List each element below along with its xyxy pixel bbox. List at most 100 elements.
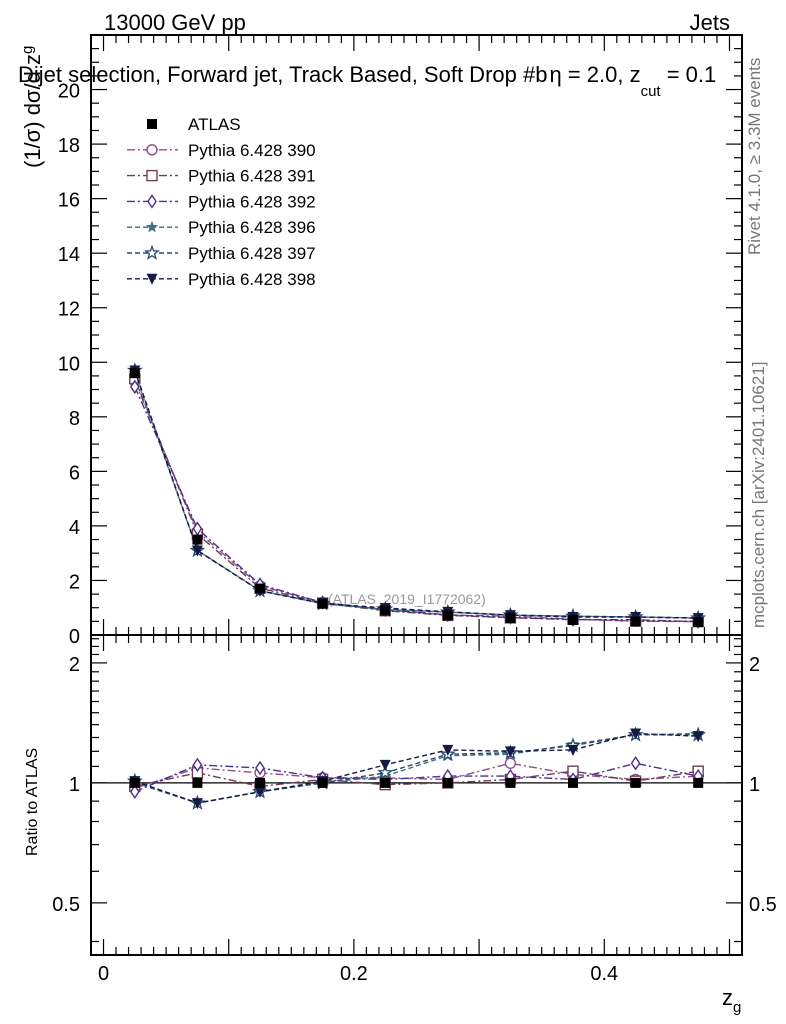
- data-point-atlas: [505, 613, 516, 624]
- series-pythia-6-428-390: [129, 375, 704, 628]
- series-line-pythia-6-428-396: [134, 372, 699, 619]
- ratio-series-group: [126, 726, 707, 810]
- main-y-tick-label: 16: [58, 190, 80, 212]
- legend-label: ATLAS: [188, 115, 241, 134]
- data-point-atlas: [630, 616, 641, 627]
- data-point-atlas: [380, 605, 391, 616]
- legend-label: Pythia 6.428 390: [188, 141, 316, 160]
- main-y-tick-label: 0: [69, 626, 80, 648]
- data-point-atlas: [442, 610, 453, 621]
- ratio-point-pythia-6-428-392: [129, 784, 140, 800]
- legend-marker-pythia-6-428-397: [144, 244, 160, 260]
- legend-label: Pythia 6.428 397: [188, 244, 316, 263]
- data-point-atlas: [192, 534, 203, 545]
- x-tick-label: 0.4: [590, 963, 618, 985]
- x-tick-label: 0: [98, 963, 109, 985]
- main-y-tick-label: 8: [69, 408, 80, 430]
- series-line-pythia-6-428-397: [134, 370, 699, 619]
- plot-title: Dijet selection, Forward jet, Track Base…: [18, 62, 716, 100]
- ratio-point-pythia-6-428-398: [630, 728, 642, 740]
- ratio-point-pythia-6-428-398: [191, 798, 203, 810]
- legend-item-pythia-6-428-391: Pythia 6.428 391: [127, 167, 316, 186]
- ratio-point-pythia-6-428-398: [567, 744, 579, 756]
- ratio-point-atlas: [505, 777, 516, 788]
- series-pythia-6-428-397: [126, 362, 707, 625]
- series-line-pythia-6-428-391: [134, 378, 699, 623]
- ratio-point-atlas: [192, 777, 203, 788]
- main-y-tick-label: 14: [58, 244, 80, 266]
- ratio-point-atlas: [693, 777, 704, 788]
- ratio-point-pythia-6-428-390: [504, 757, 517, 769]
- ratio-y-tick-label: 1: [69, 774, 80, 796]
- legend-marker-pythia-6-428-390: [146, 144, 158, 156]
- analysis-watermark: (ATLAS_2019_I1772062): [328, 591, 486, 607]
- series-line-pythia-6-428-390: [134, 381, 699, 623]
- series-pythia-6-428-391: [129, 372, 704, 628]
- ratio-point-atlas: [567, 777, 578, 788]
- legend-label: Pythia 6.428 396: [188, 218, 316, 237]
- legend-label: Pythia 6.428 398: [188, 270, 316, 289]
- legend-item-pythia-6-428-397: Pythia 6.428 397: [127, 244, 316, 263]
- ratio-point-atlas: [442, 777, 453, 788]
- data-point-atlas: [129, 368, 140, 379]
- ratio-point-pythia-6-428-392: [255, 760, 265, 776]
- legend-marker-pythia-6-428-398: [146, 273, 158, 285]
- legend-item-pythia-6-428-392: Pythia 6.428 392: [127, 192, 316, 211]
- main-y-tick-label: 2: [69, 571, 80, 593]
- legend-marker-pythia-6-428-391: [146, 169, 158, 182]
- data-point-pythia-6-428-398: [191, 545, 203, 557]
- ratio-line-pythia-6-428-398: [134, 732, 699, 804]
- legend-item-atlas: ATLAS: [147, 115, 241, 134]
- ratio-line-pythia-6-428-391: [134, 770, 699, 788]
- ratio-point-pythia-6-428-392: [630, 756, 641, 771]
- main-series-group: [126, 362, 707, 629]
- ratio-series-atlas: [129, 777, 704, 788]
- legend-label: Pythia 6.428 392: [188, 192, 316, 211]
- ratio-point-atlas: [317, 777, 328, 788]
- data-point-pythia-6-428-392: [129, 379, 140, 395]
- ratio-y-tick-label-right: 2: [749, 654, 760, 676]
- mcplots-label: mcplots.cern.ch [arXiv:2401.10621]: [749, 362, 768, 628]
- ratio-y-tick-label-right: 1: [749, 774, 760, 796]
- main-y-tick-label: 4: [69, 517, 80, 539]
- data-point-atlas: [567, 615, 578, 625]
- energy-label: 13000 GeV pp: [104, 10, 246, 35]
- ratio-point-atlas: [380, 777, 391, 788]
- ratio-panel-frame: [90, 634, 743, 956]
- ratio-line-pythia-6-428-392: [134, 762, 699, 793]
- series-pythia-6-428-396: [128, 366, 705, 624]
- ratio-point-atlas: [129, 777, 140, 788]
- legend-item-pythia-6-428-396: Pythia 6.428 396: [127, 218, 316, 237]
- ratio-point-pythia-6-428-398: [379, 759, 391, 771]
- main-y-tick-label: 12: [58, 299, 80, 321]
- ratio-y-tick-label-right: 0.5: [749, 894, 777, 916]
- series-line-pythia-6-428-398: [134, 370, 699, 619]
- legend-marker-atlas: [147, 119, 157, 129]
- data-point-atlas: [317, 598, 328, 609]
- main-y-tick-label: 18: [58, 135, 80, 157]
- legend: ATLAS Pythia 6.428 390 Pythia 6.428 391 Pyt…: [127, 115, 316, 289]
- data-point-atlas: [693, 617, 704, 628]
- series-line-pythia-6-428-392: [134, 386, 699, 623]
- x-axis-label: zg: [722, 985, 741, 1016]
- series-pythia-6-428-398: [129, 365, 704, 625]
- rivet-version-label: Rivet 4.1.0, ≥ 3.3M events: [745, 58, 764, 255]
- main-y-axis-label: (1/σ) dσ/d zg: [19, 46, 45, 168]
- main-y-tick-label: 10: [58, 353, 80, 375]
- main-y-tick-label: 6: [69, 462, 80, 484]
- series-atlas: [129, 368, 704, 628]
- ratio-line-pythia-6-428-390: [134, 762, 699, 789]
- ratio-y-axis-label: Ratio to ATLAS: [24, 748, 41, 856]
- ratio-point-pythia-6-428-397: [377, 764, 394, 780]
- legend-item-pythia-6-428-398: Pythia 6.428 398: [127, 270, 316, 289]
- ratio-point-pythia-6-428-398: [504, 746, 516, 758]
- data-point-atlas: [255, 583, 266, 594]
- ratio-point-pythia-6-428-398: [442, 744, 454, 756]
- ratio-point-atlas: [630, 777, 641, 788]
- legend-marker-pythia-6-428-396: [145, 220, 159, 233]
- ratio-point-pythia-6-428-398: [692, 731, 704, 743]
- ratio-point-pythia-6-428-392: [192, 757, 203, 773]
- legend-item-pythia-6-428-390: Pythia 6.428 390: [127, 141, 316, 160]
